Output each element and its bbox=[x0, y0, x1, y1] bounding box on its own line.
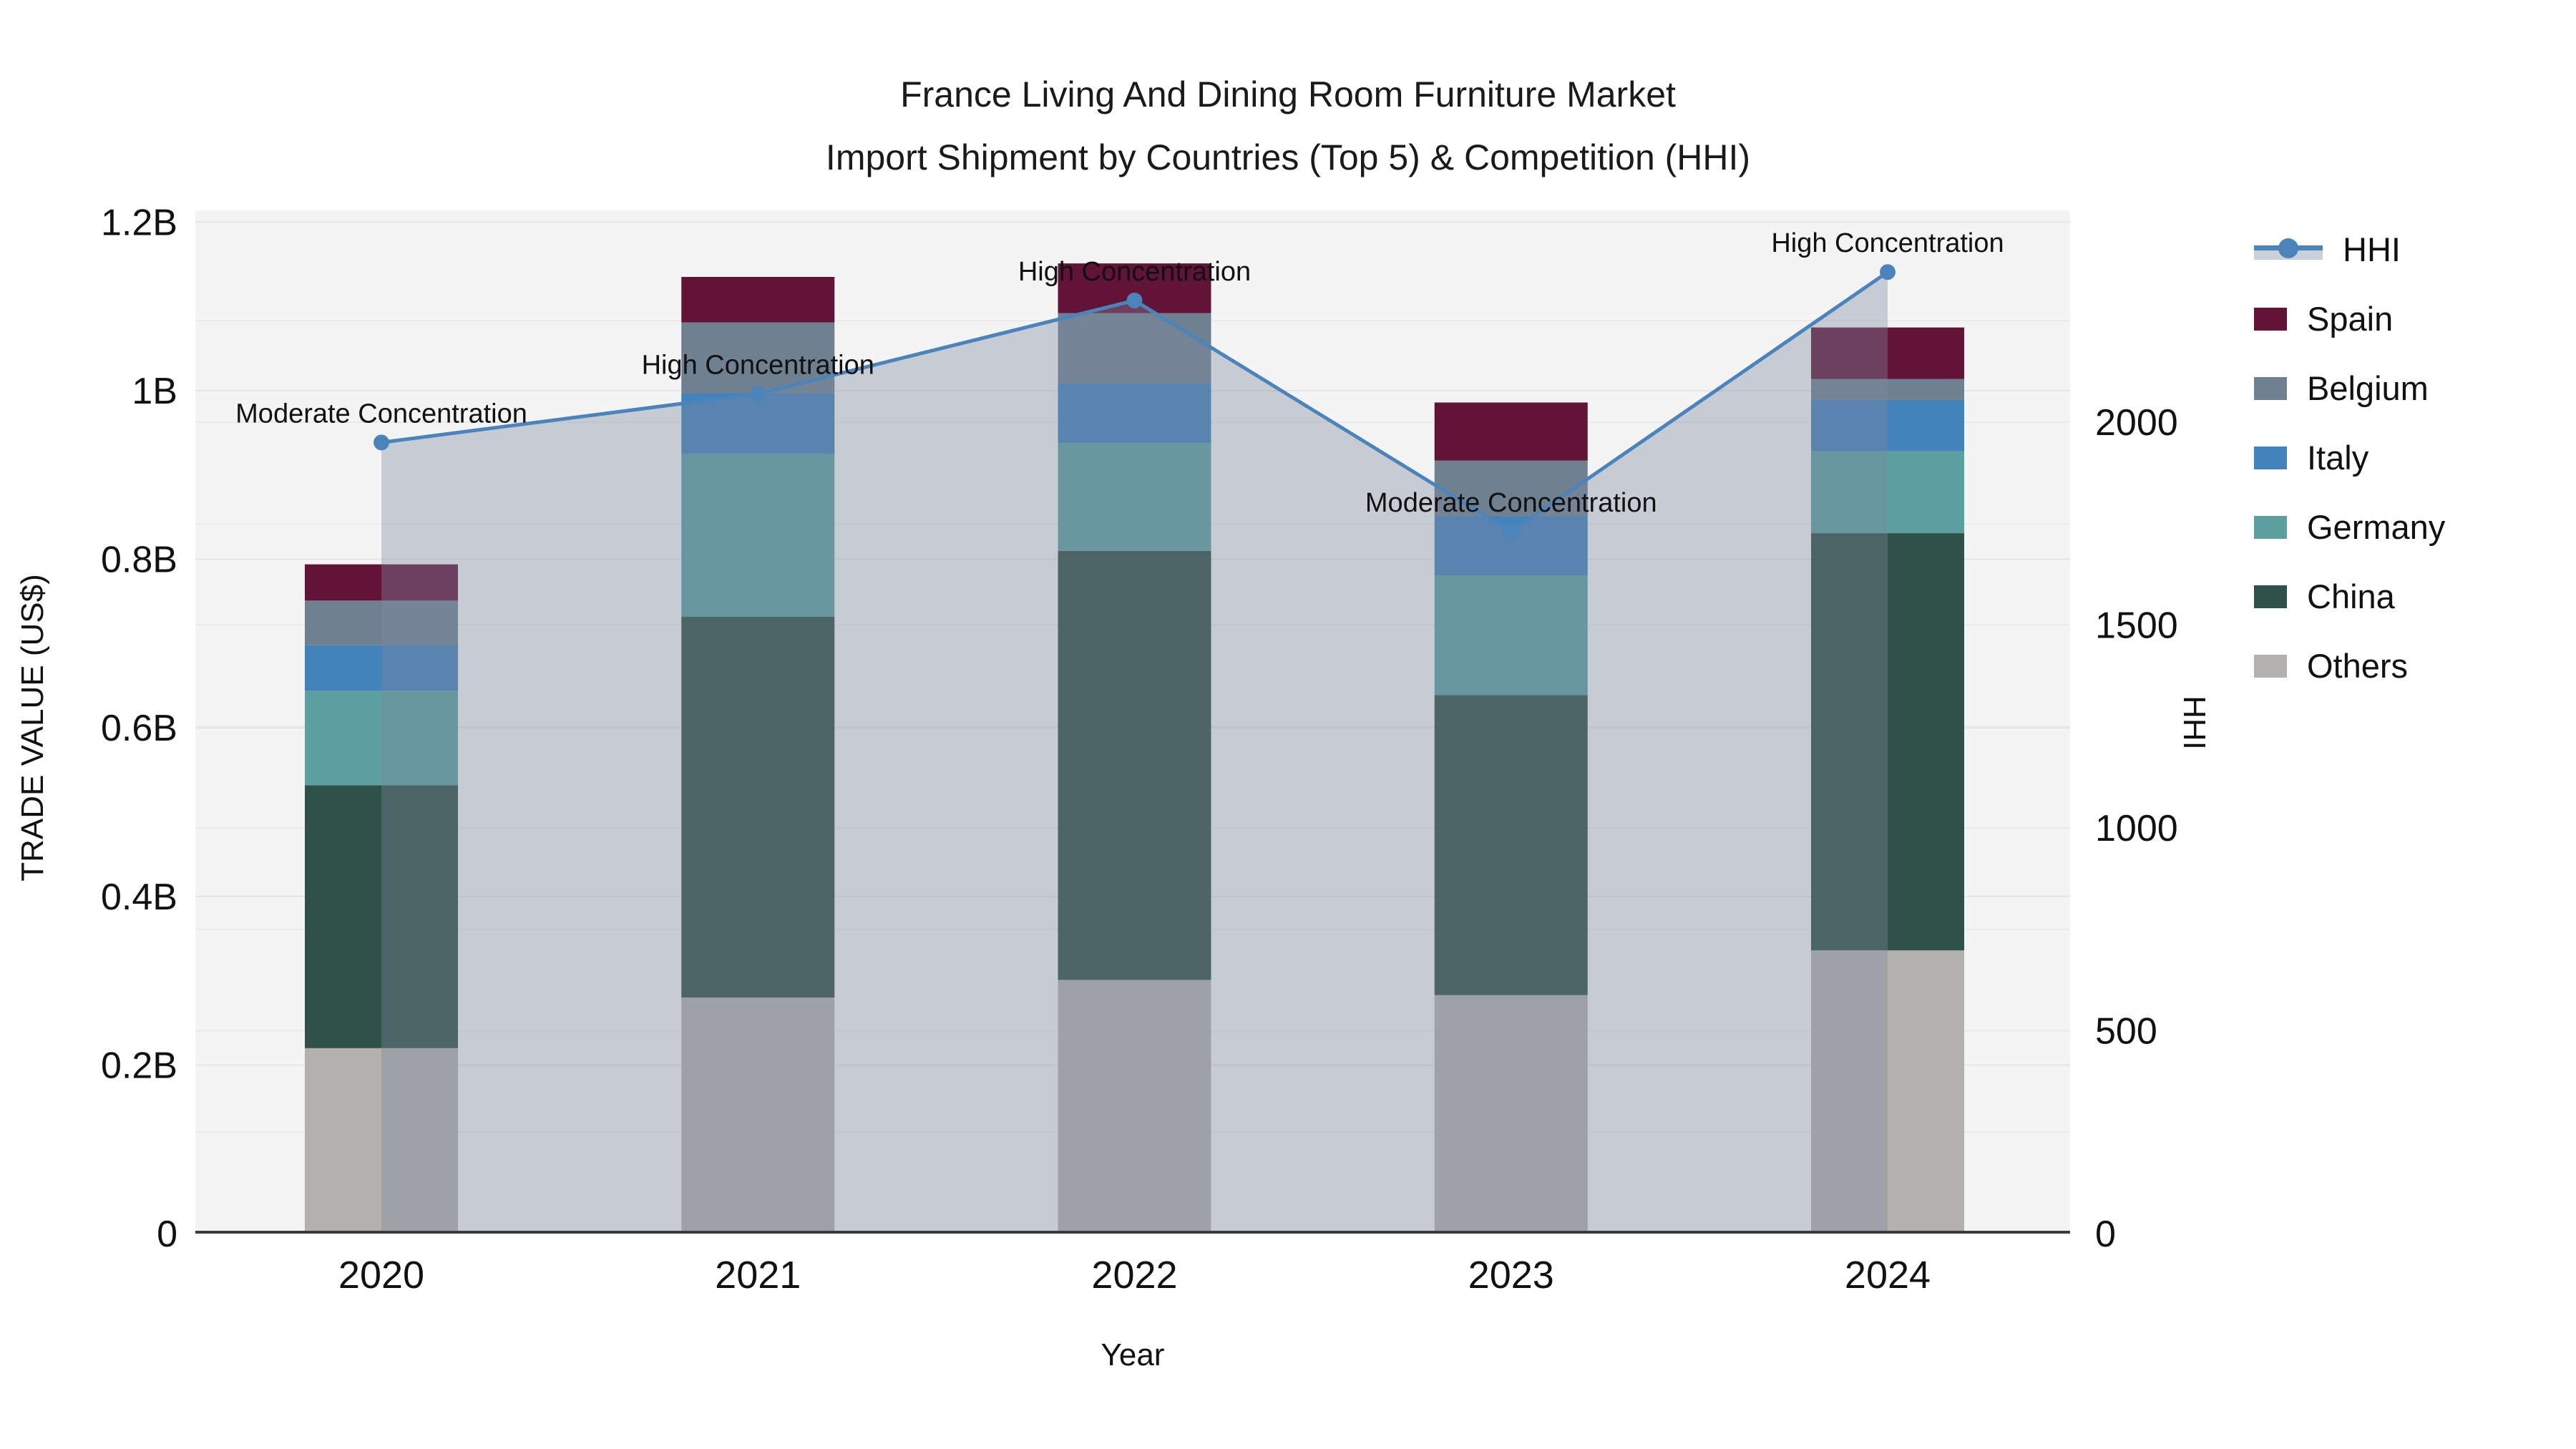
left-tick-label: 0.8B bbox=[101, 540, 177, 581]
hhi-marker-2023[interactable] bbox=[1503, 524, 1519, 540]
belgium-swatch-icon bbox=[2254, 376, 2287, 400]
legend-label: Italy bbox=[2307, 439, 2369, 477]
annotation-2022: High Concentration bbox=[1018, 257, 1251, 287]
bar-segment-china-2024[interactable] bbox=[1811, 533, 1964, 951]
chart-title-line1: France Living And Dining Room Furniture … bbox=[900, 74, 1676, 114]
spain-swatch-icon bbox=[2254, 307, 2287, 331]
bar-segment-china-2020[interactable] bbox=[305, 785, 458, 1048]
left-tick-label: 1.2B bbox=[101, 202, 177, 243]
bar-segment-italy-2022[interactable] bbox=[1058, 383, 1211, 444]
right-axis-title: HHI bbox=[2177, 696, 2212, 750]
others-swatch-icon bbox=[2254, 654, 2287, 678]
left-tick-label: 0 bbox=[157, 1214, 177, 1255]
bar-segment-spain-2020[interactable] bbox=[305, 564, 458, 601]
hhi-marker-2021[interactable] bbox=[750, 386, 766, 402]
chart-title: France Living And Dining Room Furniture … bbox=[0, 63, 2576, 189]
chart-title-line2: Import Shipment by Countries (Top 5) & C… bbox=[825, 137, 1751, 177]
bar-segment-china-2022[interactable] bbox=[1058, 550, 1211, 980]
bar-segment-belgium-2020[interactable] bbox=[305, 600, 458, 645]
right-tick-label: 2000 bbox=[2095, 402, 2178, 444]
right-tick-label: 1500 bbox=[2095, 605, 2178, 647]
hhi-line-swatch-icon bbox=[2254, 235, 2323, 264]
x-tick-label-2023: 2023 bbox=[1468, 1254, 1554, 1297]
x-tick-label-2022: 2022 bbox=[1091, 1254, 1177, 1297]
legend-item-italy[interactable]: Italy bbox=[2254, 423, 2445, 492]
left-tick-label: 0.2B bbox=[101, 1045, 177, 1086]
legend: HHI Spain Belgium Italy Germany China Ot… bbox=[2254, 215, 2445, 701]
legend-item-hhi[interactable]: HHI bbox=[2254, 215, 2445, 284]
legend-item-belgium[interactable]: Belgium bbox=[2254, 353, 2445, 423]
bar-segment-belgium-2022[interactable] bbox=[1058, 313, 1211, 384]
legend-item-germany[interactable]: Germany bbox=[2254, 492, 2445, 562]
bar-segment-germany-2023[interactable] bbox=[1434, 575, 1588, 696]
hhi-marker-2024[interactable] bbox=[1880, 264, 1896, 280]
annotation-2023: Moderate Concentration bbox=[1365, 488, 1657, 518]
annotation-2020: Moderate Concentration bbox=[235, 399, 527, 429]
legend-item-others[interactable]: Others bbox=[2254, 631, 2445, 701]
legend-label: Germany bbox=[2307, 508, 2446, 546]
germany-swatch-icon bbox=[2254, 515, 2287, 539]
right-tick-label: 0 bbox=[2095, 1214, 2116, 1255]
legend-item-spain[interactable]: Spain bbox=[2254, 284, 2445, 353]
bar-segment-others-2023[interactable] bbox=[1434, 995, 1588, 1234]
hhi-marker-2020[interactable] bbox=[374, 434, 389, 451]
right-tick-label: 500 bbox=[2095, 1011, 2157, 1053]
bar-segment-others-2021[interactable] bbox=[681, 997, 835, 1234]
left-tick-label: 0.4B bbox=[101, 877, 177, 918]
bar-segment-italy-2020[interactable] bbox=[305, 645, 458, 691]
bar-segment-others-2020[interactable] bbox=[305, 1048, 458, 1234]
bar-segment-belgium-2023[interactable] bbox=[1434, 460, 1588, 517]
italy-swatch-icon bbox=[2254, 446, 2287, 469]
bar-segment-spain-2023[interactable] bbox=[1434, 402, 1588, 461]
bar-segment-belgium-2024[interactable] bbox=[1811, 379, 1964, 400]
annotation-2021: High Concentration bbox=[642, 350, 874, 380]
legend-label: Others bbox=[2307, 647, 2409, 685]
left-tick-label: 0.6B bbox=[101, 708, 177, 749]
bar-segment-spain-2024[interactable] bbox=[1811, 327, 1964, 379]
bar-segment-china-2023[interactable] bbox=[1434, 695, 1588, 995]
annotation-2024: High Concentration bbox=[1771, 228, 2004, 258]
bar-segment-others-2024[interactable] bbox=[1811, 950, 1964, 1234]
hhi-area bbox=[381, 272, 1888, 1234]
bar-segment-italy-2024[interactable] bbox=[1811, 399, 1964, 452]
legend-label: Spain bbox=[2307, 300, 2394, 338]
x-tick-label-2024: 2024 bbox=[1845, 1254, 1931, 1297]
bar-segment-china-2021[interactable] bbox=[681, 616, 835, 998]
hhi-marker-2022[interactable] bbox=[1126, 292, 1143, 308]
x-tick-label-2020: 2020 bbox=[338, 1254, 424, 1297]
legend-label: Belgium bbox=[2307, 369, 2429, 407]
left-axis-title: TRADE VALUE (US$) bbox=[15, 574, 50, 882]
bar-segment-spain-2021[interactable] bbox=[681, 276, 835, 323]
legend-label: HHI bbox=[2343, 230, 2401, 268]
x-axis-title: Year bbox=[1101, 1337, 1165, 1372]
bar-segment-germany-2022[interactable] bbox=[1058, 443, 1211, 551]
x-tick-label-2021: 2021 bbox=[715, 1254, 801, 1297]
bar-segment-germany-2020[interactable] bbox=[305, 691, 458, 786]
legend-item-china[interactable]: China bbox=[2254, 562, 2445, 631]
bar-segment-others-2022[interactable] bbox=[1058, 980, 1211, 1234]
bar-segment-germany-2024[interactable] bbox=[1811, 451, 1964, 534]
left-tick-label: 1B bbox=[132, 371, 177, 412]
right-tick-label: 1000 bbox=[2095, 808, 2178, 849]
bar-segment-germany-2021[interactable] bbox=[681, 454, 835, 617]
bar-segment-italy-2021[interactable] bbox=[681, 393, 835, 454]
china-swatch-icon bbox=[2254, 585, 2287, 608]
legend-label: China bbox=[2307, 577, 2395, 615]
